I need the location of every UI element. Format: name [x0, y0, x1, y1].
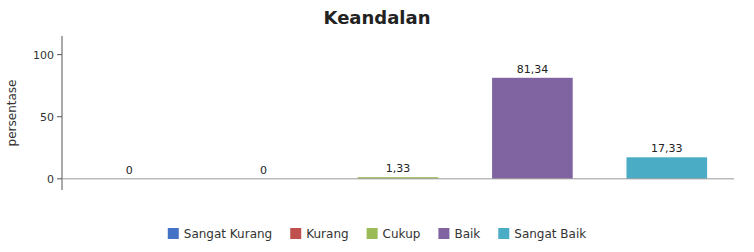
legend-item: Sangat Baik	[498, 227, 586, 241]
legend-label: Baik	[454, 227, 480, 241]
legend-swatch	[367, 228, 378, 239]
data-label: 17,33	[651, 142, 683, 155]
legend-item: Kurang	[290, 227, 348, 241]
legend-item: Sangat Kurang	[168, 227, 272, 241]
y-axis-line	[62, 36, 63, 190]
data-label: 0	[260, 164, 267, 177]
legend-swatch	[438, 228, 449, 239]
y-axis-label: persentase	[5, 80, 19, 147]
data-label: 0	[126, 164, 133, 177]
y-tick-label: 100	[33, 49, 54, 62]
legend-label: Sangat Baik	[514, 227, 586, 241]
legend-label: Cukup	[383, 227, 421, 241]
legend-label: Kurang	[306, 227, 348, 241]
data-label: 1,33	[386, 162, 411, 175]
legend-swatch	[498, 228, 509, 239]
chart-title: Keandalan	[324, 7, 431, 28]
y-tick	[57, 116, 62, 117]
legend-item: Cukup	[367, 227, 421, 241]
y-tick-label: 0	[47, 173, 54, 186]
bars	[358, 78, 707, 179]
y-tick-label: 50	[40, 111, 54, 124]
bar	[492, 78, 573, 179]
y-tick	[57, 178, 62, 179]
legend: Sangat Kurang Kurang Cukup Baik Sangat Baik	[168, 227, 587, 241]
baseline	[62, 178, 734, 179]
legend-item: Baik	[438, 227, 480, 241]
legend-swatch	[290, 228, 301, 239]
data-label: 81,34	[517, 63, 549, 76]
chart-container: Keandalan persentase 0 50 100 0 0 1,33 81,34 17,3…	[0, 0, 754, 252]
legend-label: Sangat Kurang	[184, 227, 272, 241]
legend-swatch	[168, 228, 179, 239]
bar	[626, 157, 707, 179]
chart-svg: Keandalan persentase 0 50 100 0 0 1,33 81,34 17,3…	[0, 0, 754, 252]
y-tick	[57, 54, 62, 55]
